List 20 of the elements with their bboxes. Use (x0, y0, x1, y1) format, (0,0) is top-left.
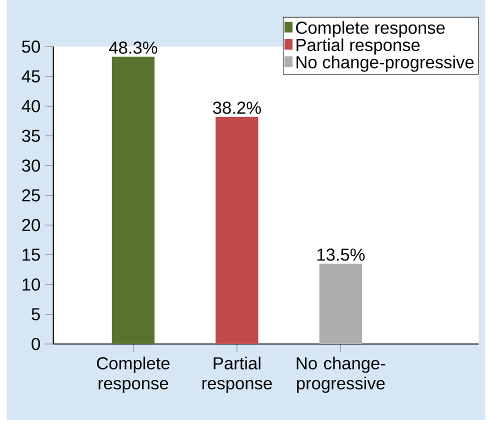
legend-label: No change-progressive (296, 56, 474, 72)
y-tick-label: 50 (22, 40, 40, 53)
x-tick-label: Partial response (202, 356, 272, 393)
y-tick-label: 15 (22, 248, 40, 261)
legend-label: Complete response (296, 21, 445, 38)
y-tick-label: 25 (22, 189, 40, 202)
data-label: 48.3% (109, 42, 158, 54)
y-tick-label: 45 (22, 70, 40, 82)
x-tick-label: Complete response (97, 356, 170, 393)
y-tick-label: 10 (22, 278, 40, 291)
data-label: 38.2% (213, 102, 261, 114)
y-tick-label: 35 (22, 130, 40, 142)
y-tick-label: 20 (22, 218, 40, 232)
legend-label: Partial response (296, 38, 420, 55)
y-tick-label: 40 (22, 100, 40, 112)
data-label: 13.5% (317, 248, 365, 261)
y-tick-label: 0 (32, 338, 40, 350)
y-tick-label: 5 (32, 308, 40, 320)
x-tick-label: No change-progressive (296, 356, 386, 393)
y-tick-label: 30 (22, 159, 40, 172)
